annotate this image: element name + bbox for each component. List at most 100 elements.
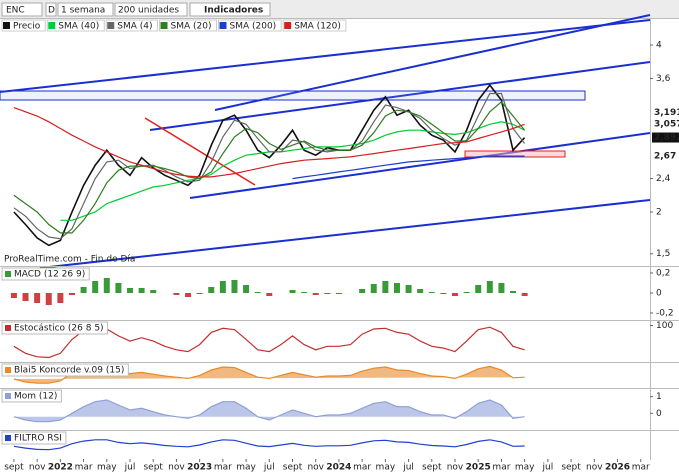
symbol[interactable]: ENC xyxy=(6,6,25,16)
legend-swatch xyxy=(160,22,168,29)
mode[interactable]: D xyxy=(48,6,55,16)
y-tick-label: 2,4 xyxy=(656,174,671,184)
histogram-bar xyxy=(196,293,203,294)
symbol-box[interactable] xyxy=(1,2,43,17)
y-tick-label: 0,2 xyxy=(656,269,670,279)
y-tick-label: 3,6 xyxy=(656,74,671,84)
histogram-bar xyxy=(382,281,389,293)
y-tick-label: 0 xyxy=(656,409,662,419)
histogram-bar xyxy=(208,287,215,293)
histogram-bar xyxy=(510,291,517,293)
histogram-bar xyxy=(80,287,87,293)
line xyxy=(13,92,526,240)
legend-box xyxy=(1,19,46,32)
histogram-bar xyxy=(115,283,122,293)
panel-title-box xyxy=(1,321,109,335)
x-tick-label: sept xyxy=(422,463,442,473)
legend-swatch xyxy=(107,22,115,29)
line xyxy=(60,121,525,221)
histogram-bar xyxy=(127,288,133,293)
histogram-bar xyxy=(405,285,412,293)
line xyxy=(13,100,526,234)
histogram-bar xyxy=(266,293,273,296)
x-tick-label: jul xyxy=(124,463,136,473)
histogram-bar xyxy=(138,288,145,293)
legend-box xyxy=(105,19,158,32)
histogram-bar xyxy=(34,293,41,303)
histogram-bar xyxy=(486,281,493,293)
x-tick-label: 2023 xyxy=(187,463,212,473)
trendline xyxy=(39,199,651,269)
trendline xyxy=(189,132,651,199)
x-tick-label: nov xyxy=(168,463,185,473)
price-label-box xyxy=(652,132,679,143)
histogram-bar xyxy=(428,292,435,293)
zone xyxy=(464,150,566,158)
legend-label: SMA (4) xyxy=(117,22,152,32)
panel-title-box xyxy=(1,431,67,445)
legend-item: SMA (200) xyxy=(217,19,282,32)
histogram-bar xyxy=(498,283,505,293)
line xyxy=(13,439,525,451)
x-tick-label: may xyxy=(97,463,117,473)
x-tick-label: jul xyxy=(402,463,414,473)
legend-item: Precio xyxy=(1,19,46,32)
histogram-bar xyxy=(452,293,458,296)
x-tick-label: sept xyxy=(143,463,163,473)
histogram-bar xyxy=(173,293,180,295)
legend-label: SMA (200) xyxy=(229,22,276,32)
legend-label: Precio xyxy=(13,22,41,32)
histogram-bar xyxy=(301,292,308,293)
mode-box[interactable] xyxy=(45,2,57,17)
legend-swatch xyxy=(48,22,56,29)
x-tick-label: may xyxy=(376,463,396,473)
period[interactable]: 1 semana xyxy=(61,6,105,16)
legend-swatch xyxy=(219,22,227,29)
x-tick-label: 2024 xyxy=(326,463,351,473)
units-box[interactable] xyxy=(114,2,188,17)
legend-label: SMA (120) xyxy=(294,22,341,32)
panel-icon xyxy=(5,325,11,331)
units[interactable]: 200 unidades xyxy=(118,6,179,16)
panel-title-text: Mom (12) xyxy=(14,392,57,402)
legend-label: SMA (20) xyxy=(171,22,212,32)
price-label: 3,057 xyxy=(654,119,679,129)
histogram-bar xyxy=(185,293,192,297)
histogram-bar xyxy=(254,292,261,293)
panel-title: Estocástico (26 8 5) xyxy=(1,321,109,335)
x-tick-label: sept xyxy=(4,463,24,473)
histogram-bar xyxy=(92,281,99,293)
histogram-bar xyxy=(22,293,29,301)
panel-icon xyxy=(5,435,11,441)
line xyxy=(13,107,525,178)
histogram-bar xyxy=(57,293,64,303)
x-tick-label: jul xyxy=(263,463,275,473)
x-tick-label: mar xyxy=(492,463,510,473)
indicators[interactable]: Indicadores xyxy=(204,6,263,16)
panel-title-text: Estocástico (26 8 5) xyxy=(14,324,104,334)
panel-title: MACD (12 26 9) xyxy=(1,267,90,281)
watermark: ProRealTime.com - Fin de Día xyxy=(4,255,135,265)
histogram-bar xyxy=(231,280,238,293)
trendline xyxy=(214,14,651,111)
period-box[interactable] xyxy=(57,2,114,17)
legend-box xyxy=(159,19,217,32)
legend-item: SMA (120) xyxy=(282,19,347,32)
histogram-bar xyxy=(10,293,17,298)
x-tick-label: sept xyxy=(561,463,581,473)
histogram-bar xyxy=(370,284,377,293)
histogram-bar xyxy=(463,292,470,293)
histogram-bar xyxy=(68,293,75,295)
price-label-box xyxy=(652,151,679,162)
panel-title: Mom (12) xyxy=(1,389,62,403)
indicators-box[interactable] xyxy=(189,2,271,17)
histogram-bar xyxy=(475,285,482,293)
x-tick-label: mar xyxy=(632,463,650,473)
histogram-bar xyxy=(393,283,400,293)
legend-box xyxy=(217,19,282,32)
panel-title: Blai5 Koncorde v.09 (15) xyxy=(1,363,129,377)
legend-item: SMA (20) xyxy=(159,19,217,32)
histogram-bar xyxy=(219,281,226,293)
x-tick-label: nov xyxy=(586,463,603,473)
zone xyxy=(0,90,586,101)
